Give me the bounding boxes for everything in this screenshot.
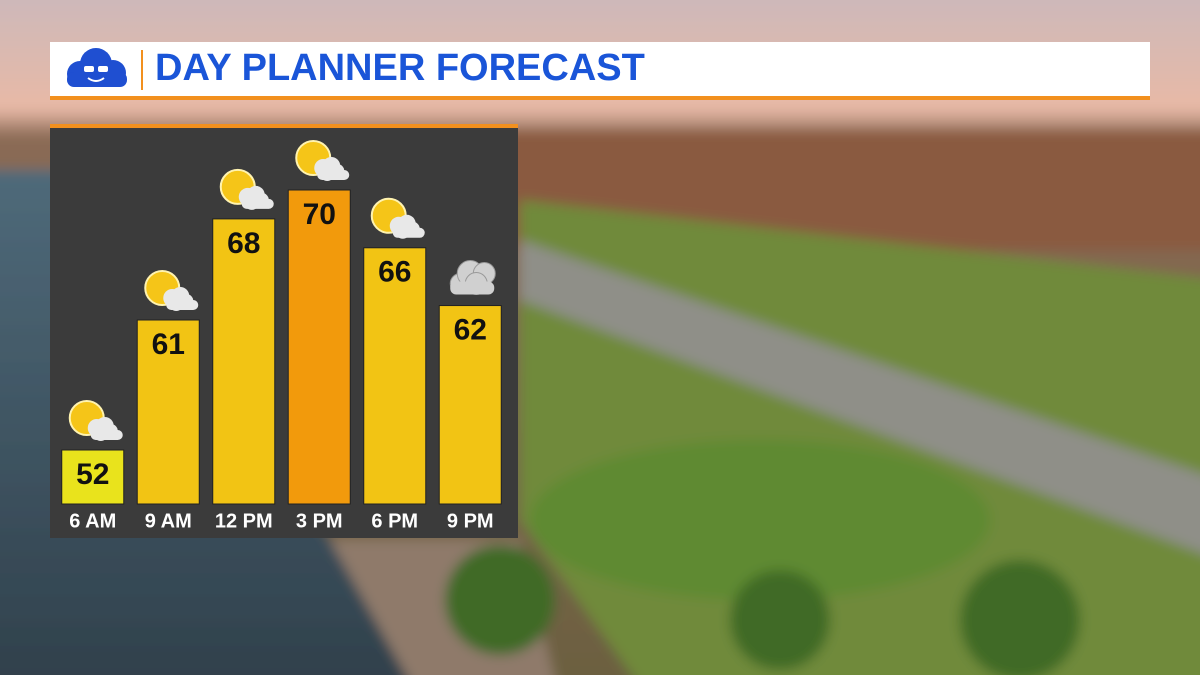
bar xyxy=(136,319,200,505)
cloud xyxy=(317,170,350,180)
weather-icon xyxy=(370,197,425,239)
header-divider xyxy=(141,50,143,90)
cloud xyxy=(450,281,495,295)
bar xyxy=(61,449,125,505)
x-tick-label: 9 PM xyxy=(447,510,494,532)
bar xyxy=(287,189,351,505)
x-tick-label: 12 PM xyxy=(215,510,273,532)
value-label: 70 xyxy=(303,198,336,231)
cloud xyxy=(392,227,425,238)
weather-icon xyxy=(68,400,123,441)
bar xyxy=(438,305,502,505)
chart-title: DAY PLANNER FORECAST xyxy=(155,47,645,89)
x-tick-label: 9 AM xyxy=(145,510,192,532)
header-underline xyxy=(50,96,1150,100)
weather-icon xyxy=(449,260,496,296)
value-label: 66 xyxy=(378,256,411,289)
weather-icon xyxy=(219,168,274,210)
logo-cloud xyxy=(67,48,127,87)
x-tick-label: 3 PM xyxy=(296,510,343,532)
header-bar xyxy=(50,42,1150,97)
panel-top-border xyxy=(50,124,518,128)
value-label: 68 xyxy=(227,227,260,260)
value-label: 61 xyxy=(152,328,185,361)
bar xyxy=(212,218,276,505)
weather-icon xyxy=(144,270,199,311)
cloud xyxy=(90,430,123,440)
cloud xyxy=(166,300,199,310)
bar xyxy=(363,247,427,505)
weather-icon xyxy=(295,140,350,181)
value-label: 62 xyxy=(454,313,487,346)
x-tick-label: 6 AM xyxy=(69,510,116,532)
value-label: 52 xyxy=(76,458,109,491)
x-tick-label: 6 PM xyxy=(371,510,418,532)
cloud xyxy=(241,198,274,209)
